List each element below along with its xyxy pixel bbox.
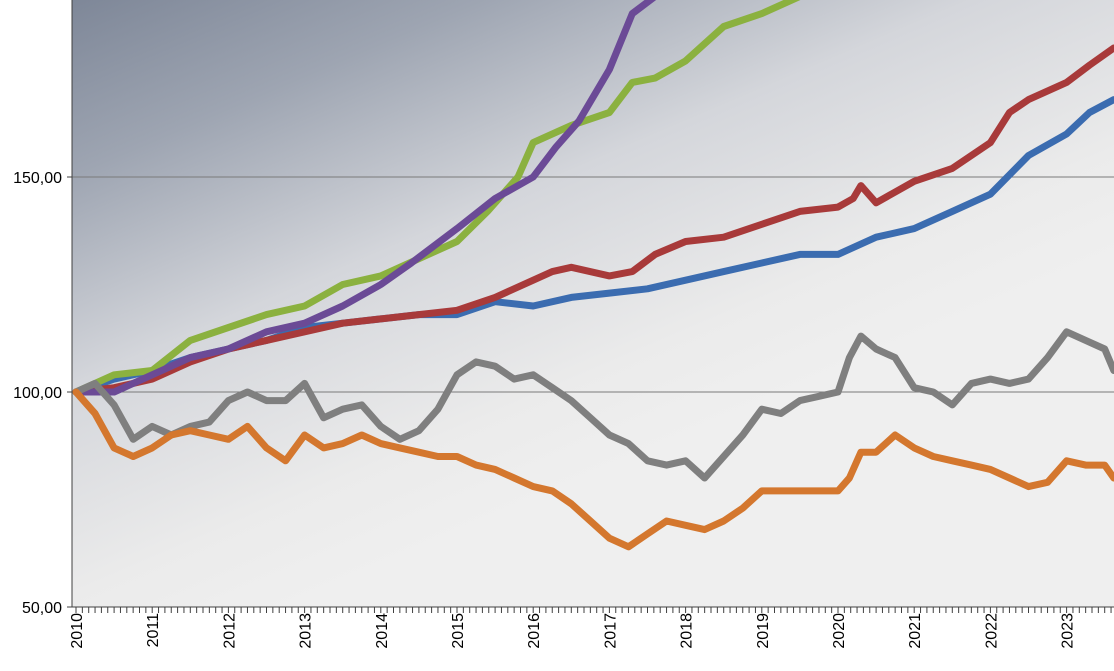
x-tick-label: 2010 [69, 613, 86, 649]
x-tick-label: 2011 [145, 613, 162, 648]
x-tick-label: 2019 [755, 613, 772, 649]
y-tick-label: 100,00 [13, 385, 62, 402]
series-line-6 [72, 388, 1114, 551]
x-tick-label: 2018 [679, 613, 696, 649]
y-axis-ticks: 50,00 100,00 150,00 [13, 170, 72, 617]
x-tick-label: 2015 [450, 613, 467, 649]
x-tick-label: 2016 [526, 613, 543, 649]
series-line-4 [72, 0, 657, 396]
x-tick-label: 2020 [831, 613, 848, 649]
x-axis-ticks: 2010 2011 2012 2013 2014 2015 2016 2017 2018 2019… [69, 607, 1112, 649]
y-tick-label: 150,00 [13, 170, 62, 187]
series-line-2 [72, 44, 1114, 396]
x-tick-label: 2023 [1060, 613, 1077, 649]
y-tick-label: 50,00 [22, 600, 62, 617]
series-line-5 [72, 328, 1114, 482]
x-tick-label: 2021 [907, 613, 924, 649]
x-tick-label: 2013 [298, 613, 315, 649]
series-line-3 [72, 0, 801, 396]
x-tick-label: 2014 [374, 613, 391, 649]
x-tick-label: 2012 [221, 613, 238, 649]
x-tick-label: 2022 [983, 613, 1000, 649]
x-tick-label: 2017 [602, 613, 619, 649]
series-group [72, 0, 1114, 551]
